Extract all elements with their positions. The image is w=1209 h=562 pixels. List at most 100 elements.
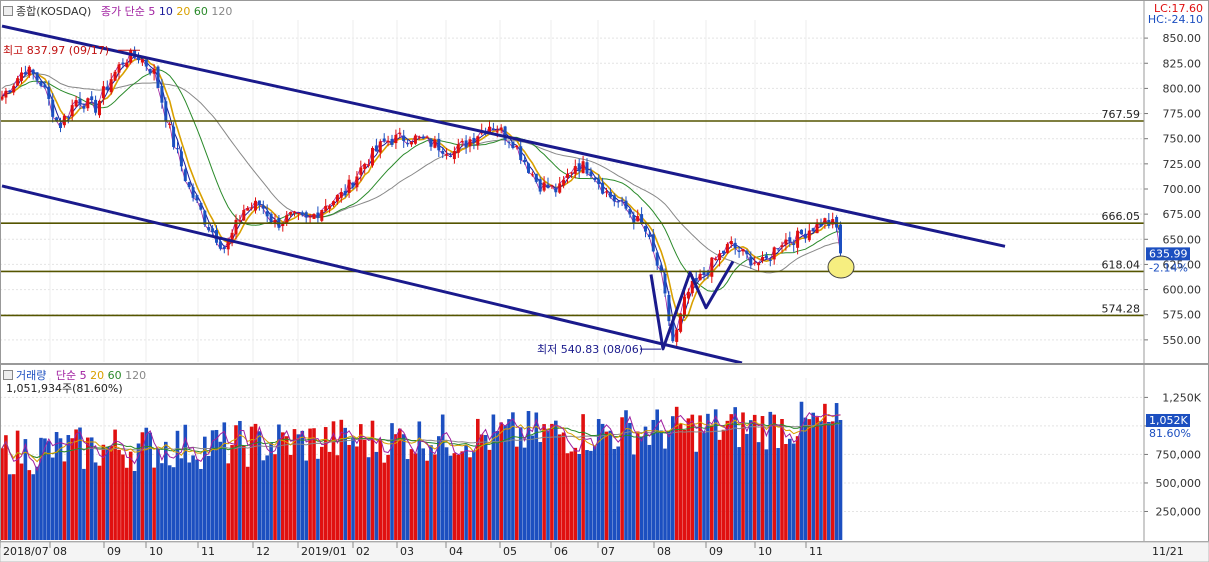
volume-bar [608, 430, 613, 540]
volume-bar [214, 429, 219, 540]
volume-bar [827, 421, 831, 540]
candle-body [339, 192, 343, 198]
current-price-tag [1146, 247, 1190, 261]
x-tick-label: 10 [149, 545, 163, 558]
volume-bar [698, 415, 702, 540]
volume-bar [476, 418, 480, 540]
legend-settings-icon[interactable] [3, 6, 13, 16]
candle-body [421, 136, 425, 139]
candle-body [753, 262, 757, 264]
candle-body [655, 252, 659, 266]
x-tick-label: 05 [503, 545, 517, 558]
candle-body [351, 182, 355, 188]
candle-body [55, 117, 59, 121]
volume-bar [390, 423, 394, 540]
volume-bar [596, 419, 601, 540]
x-tick-label: 11 [201, 545, 215, 558]
volume-bar [11, 474, 16, 540]
candle-body [137, 57, 140, 61]
volume-bar [417, 421, 422, 540]
volume-bar [456, 454, 461, 540]
candle-body [835, 217, 839, 228]
candle-body [363, 163, 367, 170]
price-legend-period-20: 20 [176, 5, 191, 18]
candle-body [47, 86, 51, 99]
hc-label: HC:-24.10 [1147, 13, 1203, 26]
volume-bar [811, 412, 815, 540]
volume-bar [733, 407, 737, 540]
volume-bar [713, 409, 718, 540]
x-tick-label: 04 [449, 545, 463, 558]
volume-bar [448, 455, 453, 540]
x-tick-label: 2019/01 [301, 545, 347, 558]
highlight-circle [827, 255, 855, 279]
volume-bar [674, 406, 679, 540]
volume-bar [628, 422, 632, 540]
volume-bar [483, 435, 488, 540]
volume-bar [292, 429, 297, 540]
volume-bar [702, 432, 706, 540]
candle-body [698, 274, 702, 281]
candle-body [144, 59, 148, 67]
volume-bar [433, 454, 437, 540]
volume-bar [542, 424, 546, 540]
volume-bar [581, 414, 585, 540]
volume-tick-label: 250,000 [1156, 505, 1202, 518]
candle-body [706, 272, 710, 276]
volume-bar [440, 414, 445, 540]
volume-bar [487, 449, 492, 540]
current-change-label: -2.14% [1149, 261, 1188, 274]
volume-bar [183, 424, 188, 540]
candle-body [495, 131, 499, 133]
candle-body [640, 214, 644, 224]
volume-bar [784, 443, 788, 540]
candle-body [823, 218, 827, 225]
candle-body [764, 255, 768, 259]
volume-bar [8, 474, 12, 540]
candle-body [261, 205, 265, 209]
candle-body [160, 85, 164, 103]
volume-bar [140, 432, 145, 540]
candle-body [441, 150, 445, 154]
price-tick-label: 825.00 [1163, 57, 1202, 70]
candle-body [558, 183, 562, 193]
volume-bar [101, 444, 106, 540]
candle-body [729, 240, 733, 245]
volume-current-text: 1,051,934주(81.60%) [6, 382, 123, 395]
volume-bar [320, 446, 324, 540]
volume-bar [760, 416, 765, 540]
volume-bar [113, 429, 117, 540]
candle-body [324, 205, 328, 212]
price-legend-title: 종합(KOSDAQ) [16, 5, 92, 18]
upper-trendline [1, 24, 1006, 248]
volume-legend-settings-icon[interactable] [3, 370, 13, 380]
volume-legend: 거래량 단순 5 20 60 120 [3, 367, 146, 383]
candle-body [460, 140, 464, 143]
volume-bar [27, 470, 32, 540]
volume-bar [128, 451, 133, 540]
candle-body [273, 220, 277, 223]
volume-bar [0, 448, 4, 540]
candle-body [374, 145, 378, 152]
volume-bar [199, 468, 203, 540]
candle-body [761, 257, 764, 261]
volume-bar [62, 461, 67, 540]
x-axis-band [0, 541, 1209, 562]
price-tick-label: 725.00 [1163, 158, 1202, 171]
volume-bar [175, 430, 180, 540]
volume-bar [534, 412, 539, 540]
volume-bar [515, 446, 519, 540]
volume-bar [265, 455, 269, 540]
volume-bar [144, 427, 149, 540]
volume-bar [234, 425, 238, 540]
candle-body [499, 127, 503, 130]
volume-bar [281, 432, 285, 540]
candle-body [4, 90, 8, 98]
volume-bar [491, 414, 496, 540]
volume-bar [706, 413, 710, 540]
volume-bar [569, 451, 574, 540]
volume-bar [550, 423, 554, 540]
candle-body [472, 137, 476, 143]
